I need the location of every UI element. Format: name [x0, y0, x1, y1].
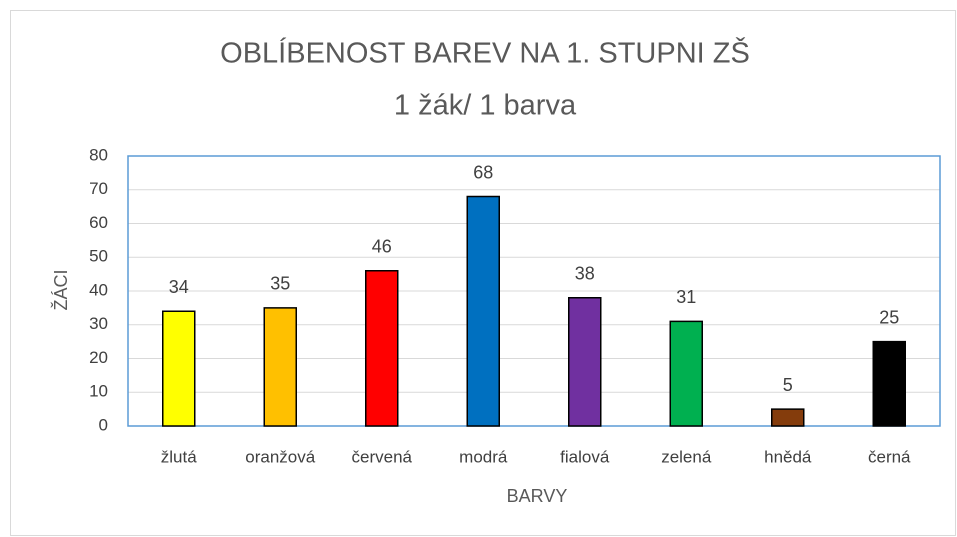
- x-tick-label: modrá: [459, 447, 508, 466]
- bar: [669, 320, 703, 427]
- x-tick-label: zelená: [661, 447, 712, 466]
- y-tick-label: 60: [89, 213, 108, 232]
- data-label: 34: [169, 277, 189, 297]
- x-axis-label: BARVY: [507, 486, 568, 506]
- bar: [263, 307, 297, 427]
- data-label: 31: [676, 287, 696, 307]
- bar: [466, 195, 500, 427]
- x-tick-label: fialová: [560, 447, 610, 466]
- chart-title: OBLÍBENOST BAREV NA 1. STUPNI ZŠ: [220, 36, 750, 70]
- y-tick-label: 10: [89, 382, 108, 401]
- x-tick-label: žlutá: [161, 447, 197, 466]
- data-label: 46: [372, 237, 392, 257]
- bar: [872, 340, 906, 427]
- y-tick-label: 30: [89, 314, 108, 333]
- x-tick-label: hnědá: [764, 447, 812, 466]
- bar: [568, 297, 602, 427]
- x-tick-label: oranžová: [245, 447, 315, 466]
- bar: [365, 270, 399, 427]
- data-label: 68: [473, 162, 493, 182]
- y-tick-label: 70: [89, 179, 108, 198]
- y-tick-label: 80: [89, 145, 108, 164]
- x-tick-label: černá: [868, 447, 911, 466]
- y-axis-label: ŽÁCI: [51, 269, 71, 310]
- bar: [162, 310, 196, 427]
- bar: [771, 408, 805, 427]
- y-tick-label: 40: [89, 280, 108, 299]
- data-label: 5: [783, 375, 793, 395]
- plot-area-border: [127, 155, 941, 427]
- data-label: 35: [270, 274, 290, 294]
- x-tick-label: červená: [352, 447, 413, 466]
- y-tick-label: 50: [89, 247, 108, 266]
- data-label: 38: [575, 264, 595, 284]
- y-tick-label: 20: [89, 348, 108, 367]
- chart-subtitle: 1 žák/ 1 barva: [394, 90, 577, 122]
- data-label: 25: [879, 307, 899, 327]
- y-tick-label: 0: [99, 415, 108, 434]
